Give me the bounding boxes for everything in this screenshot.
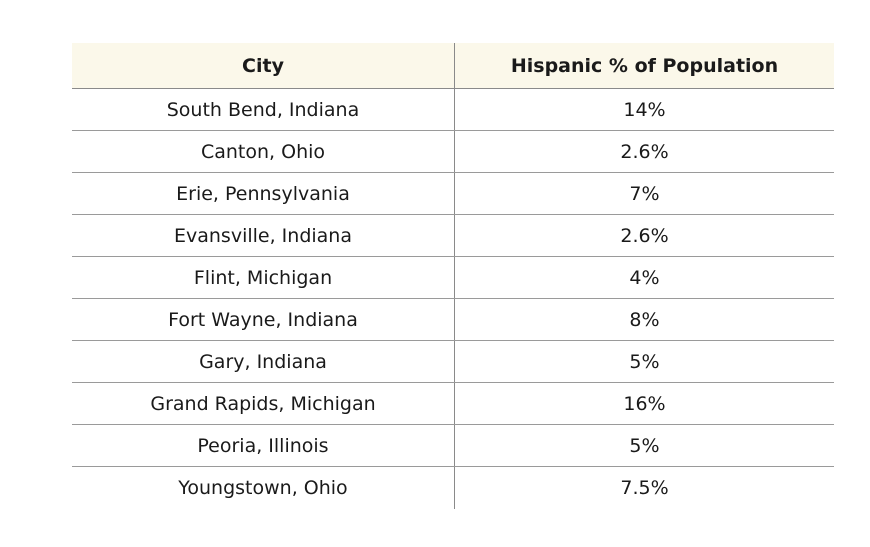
column-header-city: City xyxy=(72,43,455,88)
city-cell: Grand Rapids, Michigan xyxy=(72,383,455,424)
city-cell: Erie, Pennsylvania xyxy=(72,173,455,214)
table-row: Grand Rapids, Michigan 16% xyxy=(72,383,834,425)
table-row: Erie, Pennsylvania 7% xyxy=(72,173,834,215)
table-header-row: City Hispanic % of Population xyxy=(72,43,834,89)
percent-cell: 14% xyxy=(623,98,666,121)
city-cell: Evansville, Indiana xyxy=(72,215,455,256)
city-cell: Fort Wayne, Indiana xyxy=(72,299,455,340)
city-cell: Canton, Ohio xyxy=(72,131,455,172)
city-cell: Youngstown, Ohio xyxy=(72,467,455,509)
percent-cell: 2.6% xyxy=(620,140,669,163)
table-row: Youngstown, Ohio 7.5% xyxy=(72,467,834,509)
city-cell: Gary, Indiana xyxy=(72,341,455,382)
percent-cell: 2.6% xyxy=(620,224,669,247)
percent-cell: 5% xyxy=(629,350,660,373)
column-header-hispanic-percent: Hispanic % of Population xyxy=(510,54,779,77)
percent-cell: 16% xyxy=(623,392,666,415)
table-row: Fort Wayne, Indiana 8% xyxy=(72,299,834,341)
city-cell: Flint, Michigan xyxy=(72,257,455,298)
table-row: Canton, Ohio 2.6% xyxy=(72,131,834,173)
percent-cell: 7% xyxy=(629,182,660,205)
table-row: Flint, Michigan 4% xyxy=(72,257,834,299)
percent-cell: 7.5% xyxy=(620,477,669,499)
city-cell: South Bend, Indiana xyxy=(72,89,455,130)
table-row: Peoria, Illinois 5% xyxy=(72,425,834,467)
city-cell: Peoria, Illinois xyxy=(72,425,455,466)
percent-cell: 4% xyxy=(629,266,660,289)
table-row: South Bend, Indiana 14% xyxy=(72,89,834,131)
percent-cell: 8% xyxy=(629,308,660,331)
table-row: Gary, Indiana 5% xyxy=(72,341,834,383)
data-table: City Hispanic % of Population South Bend… xyxy=(72,43,834,509)
percent-cell: 5% xyxy=(629,434,660,457)
table-row: Evansville, Indiana 2.6% xyxy=(72,215,834,257)
